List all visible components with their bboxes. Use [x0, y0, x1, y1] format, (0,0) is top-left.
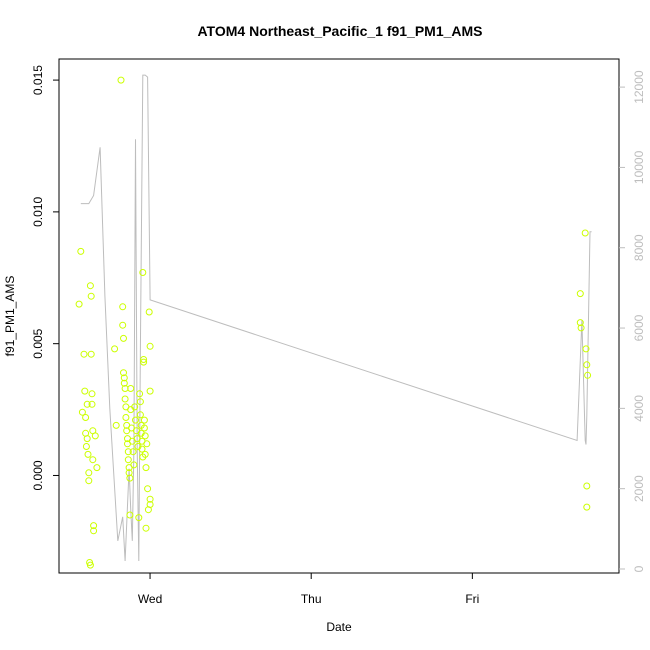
data-point: [141, 432, 149, 440]
y2-tick-label: 8000: [632, 234, 646, 261]
data-point: [146, 501, 154, 508]
data-point: [581, 229, 589, 237]
data-point: [85, 477, 93, 485]
data-point: [126, 511, 134, 519]
data-point: [120, 369, 127, 377]
data-point: [577, 324, 585, 332]
data-point: [136, 390, 144, 398]
y-tick-label: 0.000: [31, 460, 45, 490]
data-point: [135, 514, 143, 522]
data-point: [120, 374, 128, 382]
data-point: [88, 400, 96, 408]
data-point: [83, 435, 91, 443]
data-point: [84, 450, 92, 458]
x-axis: Wed Thu Fri: [138, 573, 479, 606]
data-point: [89, 456, 97, 464]
x-tick-label: Wed: [138, 592, 162, 606]
data-point: [112, 421, 120, 429]
data-point: [90, 527, 98, 535]
data-point: [140, 358, 148, 366]
data-point: [583, 503, 591, 511]
y2-tick-label: 0: [632, 565, 646, 572]
data-point: [85, 469, 93, 477]
data-point: [87, 350, 95, 358]
data-point: [82, 443, 90, 450]
data-point: [75, 300, 83, 308]
data-point: [583, 361, 591, 369]
data-point: [80, 350, 88, 358]
y2-tick-label: 6000: [632, 314, 646, 341]
points-layer: [75, 76, 592, 569]
data-point: [126, 474, 134, 482]
data-point: [77, 247, 85, 255]
data-point: [90, 522, 98, 530]
data-point: [121, 395, 129, 403]
data-point: [129, 448, 137, 456]
data-point: [124, 456, 132, 464]
data-point: [583, 482, 591, 490]
data-point: [119, 303, 127, 311]
data-point: [139, 269, 147, 276]
x-tick-label: Fri: [465, 592, 479, 606]
data-point: [146, 495, 154, 503]
data-point: [140, 356, 148, 363]
data-point: [86, 561, 94, 569]
data-point: [83, 400, 91, 408]
data-point: [584, 371, 592, 379]
y-axis-label: f91_PM1_AMS: [3, 276, 17, 357]
data-point: [136, 398, 144, 406]
data-point: [86, 282, 94, 290]
x-axis-label: Date: [326, 620, 352, 634]
data-point: [144, 485, 152, 493]
series-line-0: [80, 74, 592, 562]
data-point: [145, 308, 153, 316]
data-point: [122, 414, 130, 421]
plot-frame: [58, 58, 620, 574]
data-point: [117, 76, 125, 84]
y2-tick-label: 2000: [632, 475, 646, 502]
data-point: [143, 440, 151, 448]
y2-tick-label: 4000: [632, 395, 646, 422]
y2-tick-label: 10000: [632, 150, 646, 184]
data-point: [131, 403, 139, 411]
y-axis-right: 0 2000 4000 6000 8000 10000 12000: [619, 70, 646, 572]
data-point: [127, 385, 135, 392]
y-tick-label: 0.005: [31, 328, 45, 358]
data-point: [140, 424, 148, 432]
data-point: [91, 432, 99, 440]
data-point: [81, 387, 89, 395]
data-point: [142, 464, 150, 472]
data-point: [119, 321, 127, 329]
y2-tick-label: 12000: [632, 70, 646, 104]
data-point: [93, 464, 101, 472]
data-point: [82, 414, 90, 421]
y-tick-label: 0.010: [31, 197, 45, 227]
data-point: [120, 334, 127, 342]
secondary-line-layer: [80, 74, 592, 562]
y-axis-left: 0.000 0.005 0.010 0.015: [31, 65, 59, 490]
data-point: [582, 345, 590, 353]
data-point: [138, 445, 146, 453]
x-tick-label: Thu: [301, 592, 322, 606]
data-point: [146, 342, 154, 350]
data-point: [111, 345, 119, 353]
data-point: [132, 416, 139, 424]
data-point: [125, 469, 133, 477]
data-point: [140, 416, 148, 424]
data-point: [136, 411, 144, 419]
data-point: [130, 461, 138, 469]
y-tick-label: 0.015: [31, 65, 45, 95]
data-point: [141, 450, 149, 458]
data-point: [87, 292, 95, 300]
data-point: [146, 387, 154, 395]
data-point: [78, 408, 86, 416]
data-point: [576, 319, 584, 327]
data-point: [88, 390, 96, 398]
data-point: [124, 448, 132, 456]
data-point: [576, 290, 584, 298]
chart-title: ATOM4 Northeast_Pacific_1 f91_PM1_AMS: [197, 23, 482, 39]
data-point: [142, 524, 150, 532]
data-point: [120, 379, 128, 387]
